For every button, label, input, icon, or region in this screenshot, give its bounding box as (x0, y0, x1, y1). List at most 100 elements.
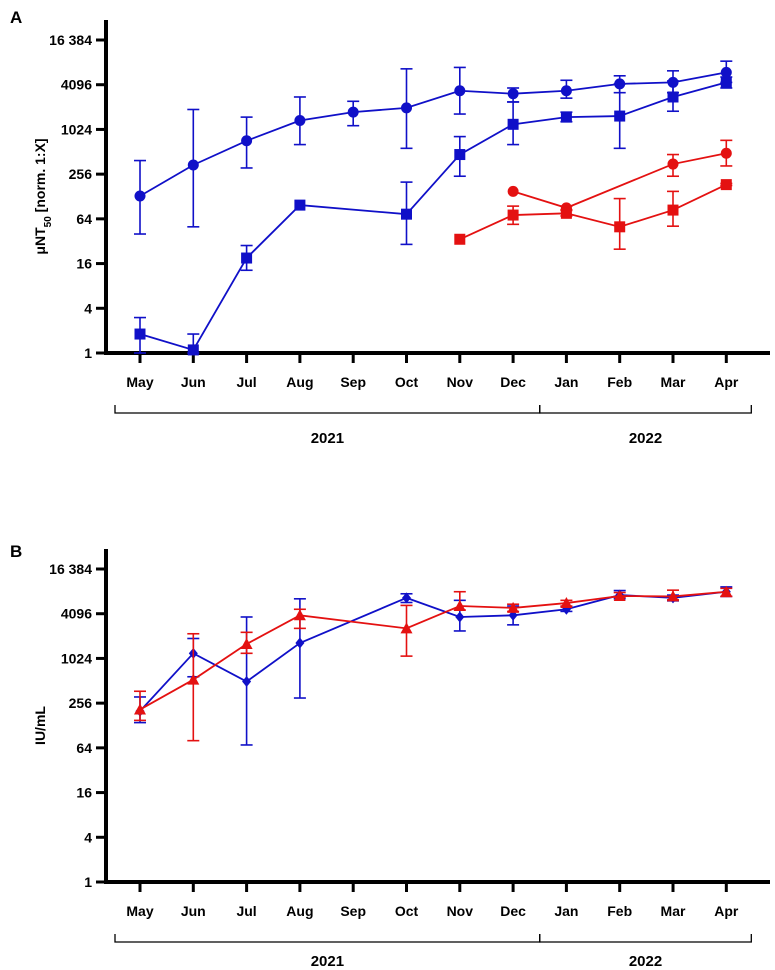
panel-b-xtick-label: May (126, 903, 153, 919)
panel-a-data-point (454, 85, 466, 97)
panel-a-ytick-label: 16 384 (49, 32, 92, 48)
panel-a-data-point (134, 190, 146, 202)
panel-b-ytick-label: 256 (69, 695, 93, 711)
panel-a-xtick-label: Mar (661, 374, 686, 390)
panel-a-series-line (459, 183, 727, 241)
panel-a-data-point (187, 344, 199, 356)
panel-b-data-point (455, 611, 465, 623)
panel-a-xtick-label: Jan (554, 374, 578, 390)
panel-b-series-1 (134, 585, 733, 742)
panel-a-data-point (507, 118, 519, 130)
panel-a-xtick-label: Aug (286, 374, 313, 390)
panel-a-series-3 (454, 179, 733, 250)
panel-a-letter: A (10, 8, 22, 27)
panel-a-y-axis-label: μNT50 [norm. 1:X] (32, 138, 54, 254)
panel-a-xtick-label: Feb (607, 374, 632, 390)
panel-b-xtick-label: Jun (181, 903, 206, 919)
panel-a-data-point (720, 147, 732, 159)
panel-a-year-label: 2021 (311, 430, 344, 447)
panel-a-ytick-label: 256 (69, 166, 93, 182)
panel-a-data-point (720, 179, 732, 191)
panel-b-xtick-label: Dec (500, 903, 526, 919)
panel-b-data-point (560, 597, 573, 609)
panel-a-data-point (401, 102, 412, 114)
panel-b: B 1 4 16 64 256 1024 4096 16 384 IU/mL May Jun Jul Au… (10, 542, 770, 970)
panel-a-ylabel-rest: [norm. 1:X] (32, 138, 48, 216)
panel-b-year-label: 2022 (629, 953, 662, 970)
panel-a-data-point (294, 199, 306, 211)
panel-b-ytick-label: 1 (84, 874, 92, 890)
panel-a-data-point (401, 208, 412, 220)
panel-a-data-point (667, 204, 679, 216)
panel-b-data-point (187, 673, 200, 685)
panel-a-series-2 (507, 139, 733, 214)
panel-a-data-point (347, 106, 359, 118)
panel-b-year-bracket (539, 934, 752, 943)
panel-a-data-point (614, 110, 626, 122)
panel-a-data-point (454, 233, 466, 245)
panel-a-data-point (134, 328, 146, 340)
panel-b-xtick-label: Jul (236, 903, 256, 919)
panel-a-data-point (507, 185, 519, 197)
panel-a-data-point (454, 149, 466, 161)
panel-b-ytick-label: 1024 (61, 650, 92, 666)
panel-a-ytick-label: 1 (84, 345, 92, 361)
panel-b-data-point (720, 585, 733, 597)
panel-a-year-bracket (114, 405, 541, 414)
panel-a-data-point (560, 111, 572, 123)
panel-a-year-bracket (539, 405, 752, 414)
panel-b-data-point (667, 590, 679, 602)
panel-b-ytick-label: 4096 (61, 606, 92, 622)
panel-b-xtick-label: Oct (395, 903, 419, 919)
panel-a-year-label: 2022 (629, 430, 662, 447)
panel-b-year-bracket (114, 934, 541, 943)
panel-a-xtick-label: Oct (395, 374, 419, 390)
panel-a-ytick-label: 64 (76, 211, 92, 227)
panel-a-data-point (667, 91, 679, 103)
panel-a-ytick-label: 1024 (61, 121, 92, 137)
panel-b-xtick-label: Feb (607, 903, 632, 919)
panel-a-xtick-label: Jun (181, 374, 206, 390)
panel-b-xtick-label: Aug (286, 903, 313, 919)
panel-a-data-point (507, 88, 519, 100)
panel-b-ylabel-main: IU/mL (32, 706, 48, 745)
panel-b-xtick-label: Mar (661, 903, 686, 919)
panel-a-data-point (560, 207, 572, 219)
panel-b-data-point (240, 638, 253, 650)
panel-b-series-0 (134, 586, 733, 746)
panel-a-data-point (614, 221, 626, 233)
panel-b-xtick-label: Sep (340, 903, 366, 919)
panel-a-data-point (720, 76, 732, 88)
panel-b-xtick-label: Apr (714, 903, 739, 919)
panel-a-ylabel-main: μNT (32, 227, 48, 255)
panel-b-series-line (139, 590, 727, 712)
panel-a: A 1 4 16 64 256 1024 4096 16 384 μNT50 [norm. 1:X… (10, 8, 770, 447)
panel-a-xtick-label: Nov (447, 374, 474, 390)
panel-b-data-point (293, 609, 306, 621)
panel-b-year-label: 2021 (311, 953, 344, 970)
panel-b-y-axis-label: IU/mL (32, 706, 48, 745)
panel-b-ytick-label: 16 (76, 785, 92, 801)
panel-b-series-line (139, 590, 727, 711)
panel-a-data-point (241, 135, 253, 147)
panel-a-series-line (139, 71, 727, 197)
panel-a-ylabel-sub: 50 (43, 216, 54, 228)
panel-b-data-point (295, 637, 305, 649)
panel-b-data-point (507, 601, 520, 613)
panel-a-data-point (241, 252, 253, 264)
panel-b-ytick-label: 64 (76, 740, 92, 756)
panel-a-data-point (507, 209, 519, 221)
panel-a-series-line (512, 152, 727, 209)
panel-b-ytick-label: 4 (84, 829, 92, 845)
panel-b-xtick-label: Nov (447, 903, 474, 919)
panel-a-series-0 (134, 60, 733, 235)
panel-b-data-point (400, 622, 413, 634)
panel-a-data-point (720, 66, 732, 78)
panel-b-data-point (613, 589, 626, 601)
panel-a-ytick-label: 16 (76, 256, 92, 272)
panel-a-xtick-label: May (126, 374, 153, 390)
panel-a-series-line (139, 81, 727, 351)
panel-b-data-point (134, 703, 146, 715)
panel-a-data-point (560, 85, 572, 97)
